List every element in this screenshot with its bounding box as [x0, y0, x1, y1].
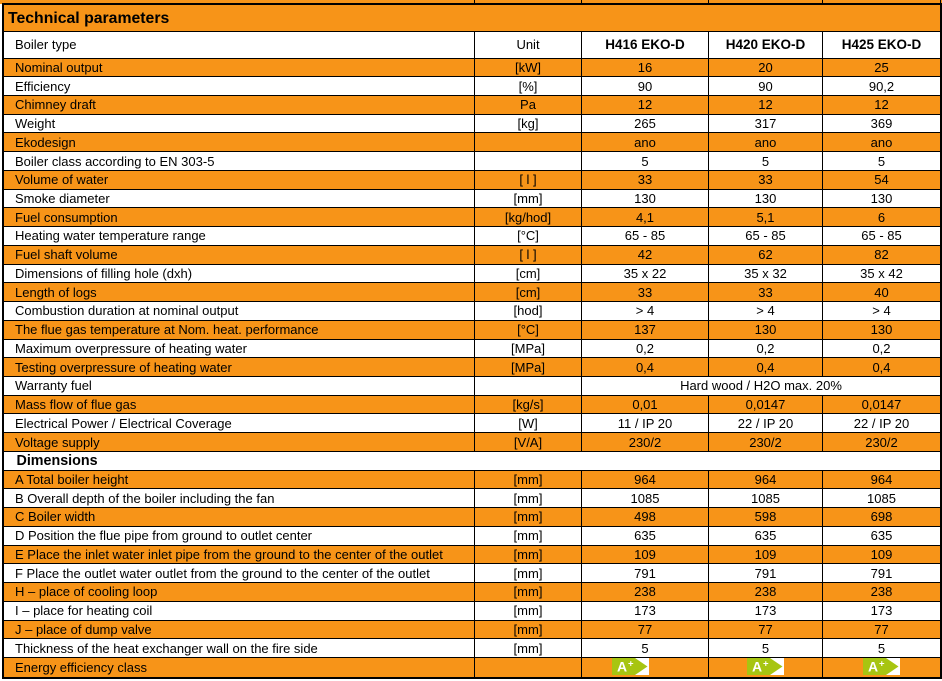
svg-text:A: A — [752, 659, 762, 675]
svg-text:A: A — [868, 659, 878, 675]
svg-text:+: + — [628, 659, 634, 670]
svg-text:+: + — [763, 659, 769, 670]
svg-text:A: A — [617, 659, 627, 675]
svg-text:+: + — [879, 659, 885, 670]
